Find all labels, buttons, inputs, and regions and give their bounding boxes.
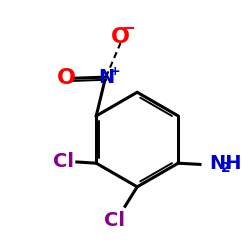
Text: −: − [122, 18, 136, 36]
Text: 2: 2 [221, 161, 231, 175]
Text: O: O [56, 68, 76, 88]
Text: N: N [98, 68, 114, 86]
Text: +: + [110, 65, 120, 78]
Text: O: O [111, 27, 130, 47]
Text: Cl: Cl [53, 152, 74, 172]
Text: NH: NH [210, 154, 242, 173]
Text: Cl: Cl [104, 211, 125, 230]
